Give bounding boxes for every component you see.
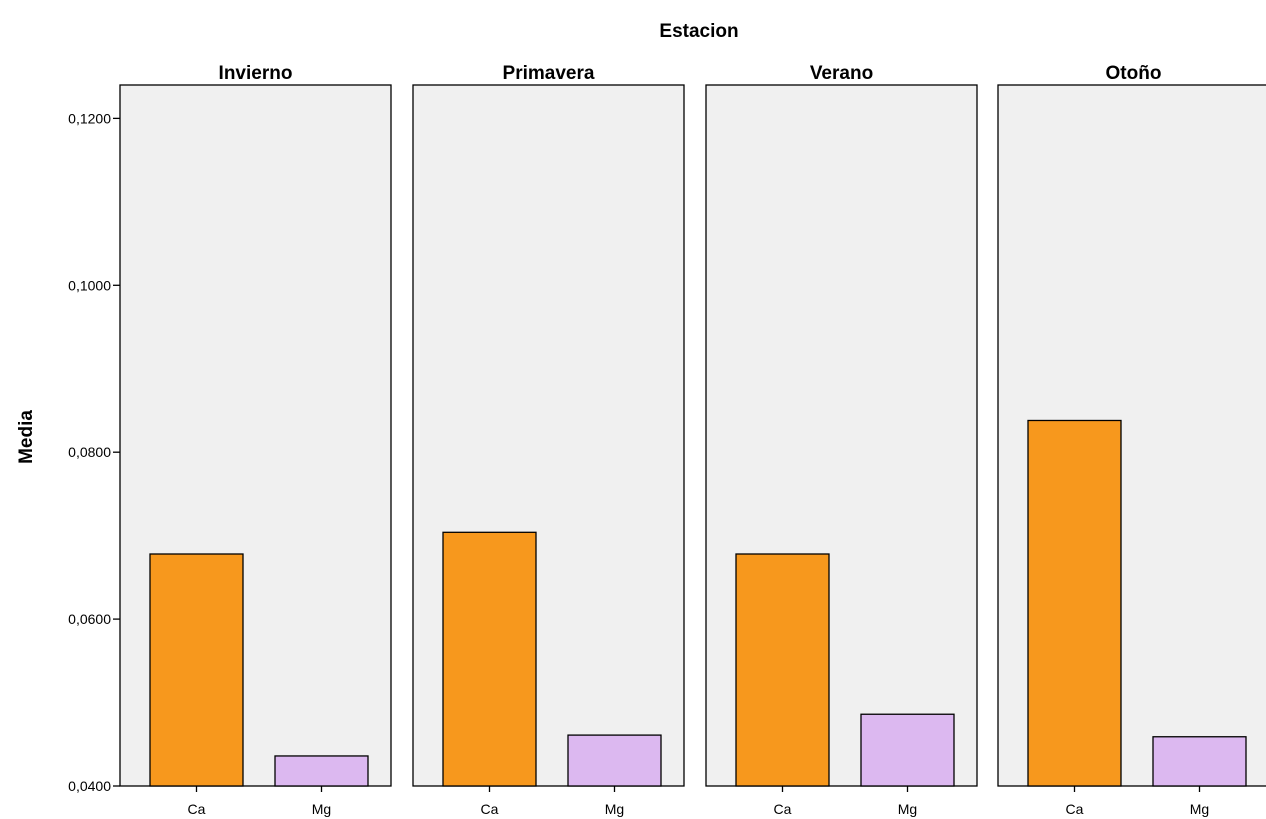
bar-mg [274,755,369,787]
y-tick-label: 0,0600 [68,611,111,627]
panel-2: Verano Ca Mg [705,63,978,817]
bar-ca [442,531,537,787]
x-tick-label: Ca [774,801,792,817]
bar-ca [1027,419,1122,787]
panel-title: Verano [810,63,873,84]
y-axis-title: Media [16,410,37,464]
bar-mg [860,713,955,787]
x-tick-label: Ca [481,801,499,817]
x-tick-label: Ca [188,801,206,817]
x-tick-label: Ca [1066,801,1084,817]
bar-mg [567,734,662,787]
panel-title: Primavera [503,63,595,84]
panel-title: Invierno [219,63,293,84]
y-tick-label: 0,1000 [68,277,111,293]
panel-0: Invierno Ca Mg [119,63,392,817]
y-tick-label: 0,0800 [68,444,111,460]
x-tick-label: Mg [1190,801,1209,817]
bar-ca [735,553,830,787]
x-tick-label: Mg [605,801,624,817]
bar-mg [1152,736,1247,787]
y-tick-label: 0,1200 [68,110,111,126]
y-tick-label: 0,0400 [68,778,111,794]
bar-ca [149,553,244,787]
panel-1: Primavera Ca Mg [412,63,685,817]
panel-title: Otoño [1106,63,1162,84]
y-axis: 0,0400 0,0600 0,0800 0,1000 0,1200 [68,110,120,794]
x-tick-label: Mg [312,801,331,817]
chart-title: Estacion [659,21,738,42]
x-tick-label: Mg [898,801,917,817]
panel-3: Otoño Ca Mg [997,63,1266,817]
